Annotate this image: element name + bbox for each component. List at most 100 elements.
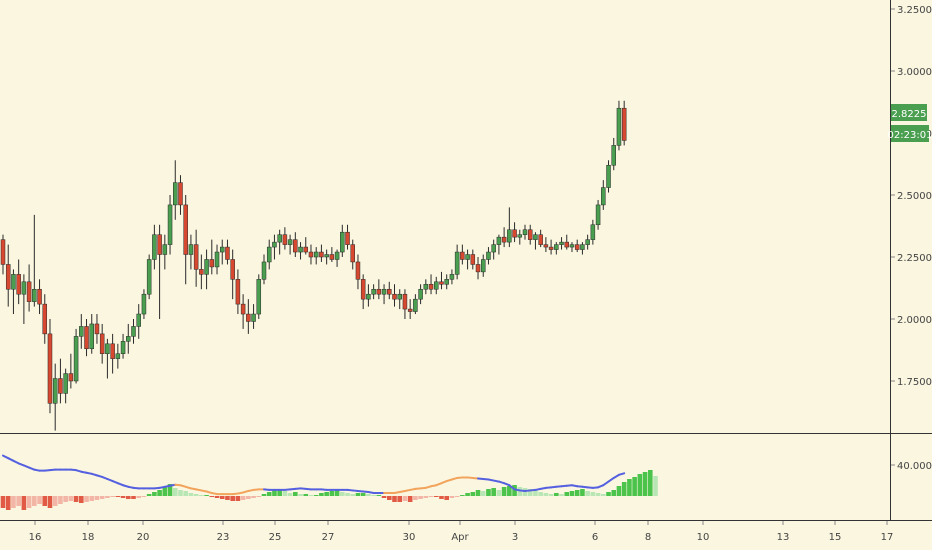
histogram-bar xyxy=(115,496,121,497)
candle-body xyxy=(434,281,439,290)
candle-body xyxy=(392,293,397,300)
candle-body xyxy=(0,239,6,265)
histogram-bar xyxy=(199,495,204,496)
candle-body xyxy=(470,254,476,265)
candle xyxy=(136,304,141,339)
candle xyxy=(0,234,6,275)
candle xyxy=(376,279,382,300)
candle-body xyxy=(355,261,361,280)
histogram-bar xyxy=(418,496,423,499)
histogram-bar xyxy=(282,491,288,496)
candle-body xyxy=(313,251,319,258)
histogram-bar xyxy=(287,493,293,496)
candle xyxy=(272,234,277,260)
candle-body xyxy=(507,229,512,243)
histogram-bar xyxy=(225,496,230,500)
indicator-line-segment xyxy=(602,480,610,487)
candle-body xyxy=(167,204,173,245)
candle-body xyxy=(16,274,21,295)
countdown-tag: 02:23:01 xyxy=(888,130,932,141)
time-tick-label: 10 xyxy=(697,532,710,543)
histogram-bar xyxy=(204,495,209,496)
candle-body xyxy=(298,246,303,253)
histogram-bar xyxy=(554,493,559,496)
candle xyxy=(402,289,408,319)
candle xyxy=(105,338,110,379)
candle xyxy=(533,232,538,250)
histogram-bar xyxy=(444,496,449,500)
candle xyxy=(444,274,449,290)
indicator-line-segment xyxy=(612,473,620,479)
indicator-line-segment xyxy=(607,476,615,483)
candle xyxy=(120,333,126,359)
candle xyxy=(538,229,543,248)
candle-body xyxy=(548,246,554,250)
candle-body xyxy=(287,239,293,245)
candle xyxy=(214,244,220,275)
candle-body xyxy=(146,259,152,295)
candle-body xyxy=(616,107,622,146)
candle-body xyxy=(183,204,188,255)
candle-body xyxy=(105,343,110,354)
candle-body xyxy=(99,333,105,354)
candle xyxy=(606,160,611,193)
histogram-bar xyxy=(381,496,387,498)
candle xyxy=(183,195,188,285)
histogram-bar xyxy=(632,477,637,496)
candle-body xyxy=(324,254,329,258)
candle xyxy=(16,259,21,305)
candle xyxy=(26,264,32,312)
candle xyxy=(334,249,340,267)
candle xyxy=(188,234,194,270)
candle-body xyxy=(277,234,282,243)
candle xyxy=(313,247,319,265)
candle-body xyxy=(418,288,423,300)
histogram-bar xyxy=(256,496,262,497)
histogram-bar xyxy=(533,490,538,496)
candle xyxy=(564,234,570,250)
candle-body xyxy=(32,288,37,302)
candle xyxy=(559,237,564,250)
histogram-bar xyxy=(647,470,653,496)
histogram-bar xyxy=(350,494,356,496)
candle-body xyxy=(402,293,408,310)
histogram-bar xyxy=(37,496,42,504)
histogram-bar xyxy=(465,493,470,496)
candle-body xyxy=(533,234,538,240)
candle xyxy=(407,299,413,319)
histogram-bar xyxy=(32,496,37,506)
candle xyxy=(162,234,168,270)
candle-body xyxy=(178,182,183,206)
candle xyxy=(5,244,11,307)
candle xyxy=(439,271,444,290)
candle-body xyxy=(601,187,606,206)
histogram-bar xyxy=(501,487,507,496)
candle-body xyxy=(522,229,528,235)
candle-body xyxy=(501,236,507,243)
price-tick-label: 2.0000 xyxy=(897,315,932,326)
candle xyxy=(345,224,350,250)
histogram-bar xyxy=(298,494,303,496)
histogram-bar xyxy=(559,494,564,496)
histogram-bar xyxy=(272,490,277,496)
indicator-axis[interactable]: 40.0000 xyxy=(891,461,932,472)
histogram-bar xyxy=(611,490,617,496)
histogram-bar xyxy=(376,495,382,496)
candle-body xyxy=(366,293,371,300)
candle-body xyxy=(413,298,418,312)
histogram-bar xyxy=(475,490,481,496)
histogram-bar xyxy=(79,496,84,503)
candle-body xyxy=(538,234,543,245)
histogram-bar xyxy=(360,493,366,496)
histogram-bar xyxy=(0,496,6,508)
histogram-bar xyxy=(152,492,157,496)
histogram-bar xyxy=(637,474,643,496)
histogram-bar xyxy=(392,496,397,502)
histogram-bar xyxy=(548,494,554,496)
histogram-bar xyxy=(538,492,543,496)
candle-body xyxy=(329,254,335,260)
candle xyxy=(219,239,225,265)
time-axis[interactable]: 16 18 20 23 25 27 30 Apr 3 6 8 10 13 15 17 xyxy=(29,521,894,543)
candle-body xyxy=(340,231,345,253)
candle-body xyxy=(387,288,392,295)
